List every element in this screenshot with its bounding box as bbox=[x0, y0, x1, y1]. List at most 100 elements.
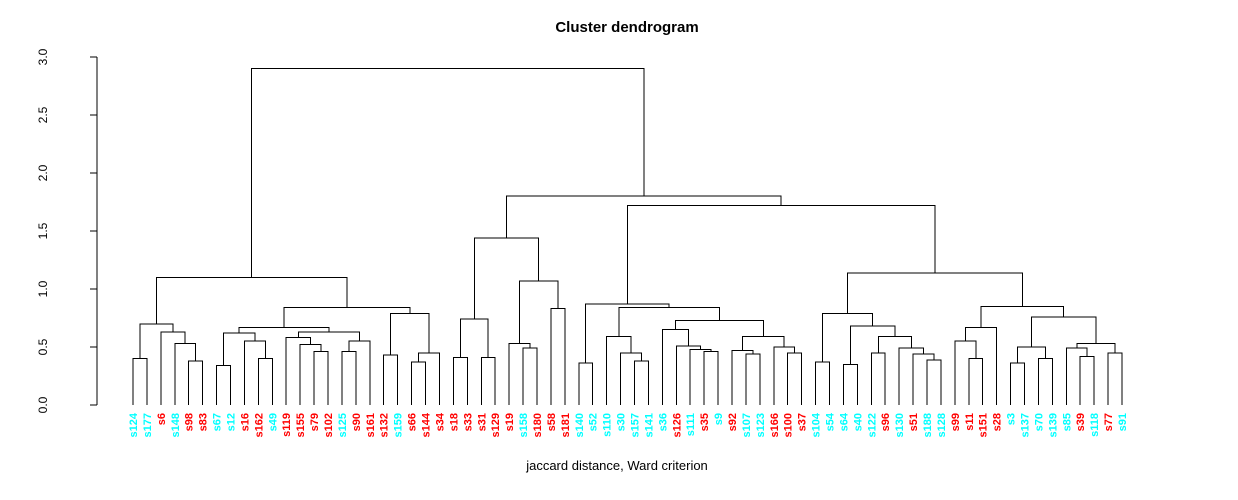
leaf-label: s19 bbox=[504, 413, 516, 431]
merge-bracket bbox=[1030, 316, 1097, 347]
leaf-label: s110 bbox=[602, 413, 614, 437]
merge-bracket bbox=[675, 345, 702, 405]
leaf-label: s99 bbox=[950, 413, 962, 431]
y-axis-tick-labels: 0.0 0.5 1.0 1.5 2.0 2.5 3.0 bbox=[36, 48, 50, 413]
merge-bracket bbox=[508, 343, 531, 405]
leaf-label: s16 bbox=[239, 413, 251, 431]
dendrogram-lines bbox=[132, 68, 1123, 405]
y-axis-tick-label: 3.0 bbox=[36, 48, 50, 65]
leaf-label: s118 bbox=[1089, 413, 1101, 437]
y-axis-tick-label: 2.0 bbox=[36, 164, 50, 181]
merge-bracket bbox=[633, 360, 649, 405]
merge-bracket bbox=[550, 308, 566, 405]
leaf-label: s100 bbox=[783, 413, 795, 437]
merge-bracket bbox=[341, 351, 357, 405]
merge-bracket bbox=[847, 272, 1023, 314]
y-axis-tick-label: 0.0 bbox=[36, 396, 50, 413]
leaf-label: s90 bbox=[351, 413, 363, 431]
leaf-label: s6 bbox=[156, 413, 168, 425]
merge-bracket bbox=[606, 336, 632, 405]
merge-bracket bbox=[968, 358, 984, 405]
y-axis-tick-label: 0.5 bbox=[36, 338, 50, 355]
leaf-label: s40 bbox=[852, 413, 864, 431]
merge-bracket bbox=[299, 344, 322, 405]
merge-bracket bbox=[418, 352, 440, 405]
y-axis-tick-label: 1.5 bbox=[36, 222, 50, 239]
leaf-label: s159 bbox=[393, 413, 405, 437]
leaf-label: s34 bbox=[434, 412, 446, 431]
leaf-label: s139 bbox=[1047, 413, 1059, 437]
merge-bracket bbox=[745, 353, 761, 405]
merge-bracket bbox=[877, 336, 912, 353]
leaf-label: s132 bbox=[379, 413, 391, 437]
y-axis bbox=[90, 56, 98, 406]
leaf-label: s148 bbox=[170, 413, 182, 437]
leaf-label: s28 bbox=[992, 413, 1004, 431]
merge-bracket bbox=[480, 356, 496, 405]
leaf-label: s79 bbox=[309, 413, 321, 431]
leaf-label: s35 bbox=[699, 413, 711, 431]
merge-bracket bbox=[251, 68, 645, 278]
leaf-label: s18 bbox=[448, 413, 460, 431]
leaf-label: s83 bbox=[198, 413, 210, 431]
merge-bracket bbox=[912, 353, 935, 405]
merge-bracket bbox=[473, 237, 540, 320]
leaf-label: s37 bbox=[797, 413, 809, 431]
leaf-label: s31 bbox=[476, 413, 488, 431]
leaf-label: s64 bbox=[838, 412, 850, 431]
leaf-label: s33 bbox=[462, 413, 474, 431]
merge-bracket bbox=[689, 348, 712, 405]
merge-bracket bbox=[223, 332, 256, 366]
merge-bracket bbox=[174, 343, 197, 405]
leaf-label: s85 bbox=[1061, 413, 1073, 431]
merge-bracket bbox=[618, 307, 720, 337]
merge-bracket bbox=[870, 352, 886, 405]
leaf-label: s96 bbox=[880, 413, 892, 431]
merge-bracket bbox=[926, 359, 942, 405]
leaf-label: s126 bbox=[671, 413, 683, 437]
leaf-label: s162 bbox=[253, 413, 265, 437]
merge-bracket bbox=[285, 337, 312, 405]
merge-bracket bbox=[519, 280, 559, 344]
leaf-label: s92 bbox=[727, 413, 739, 431]
merge-bracket bbox=[139, 323, 174, 359]
merge-bracket bbox=[257, 358, 273, 405]
leaf-label: s181 bbox=[560, 413, 572, 437]
merge-bracket bbox=[849, 325, 896, 365]
leaf-label: s141 bbox=[643, 413, 655, 437]
merge-bracket bbox=[741, 336, 785, 351]
leaf-label: s58 bbox=[546, 413, 558, 431]
leaf-label: s180 bbox=[532, 413, 544, 437]
merge-bracket bbox=[731, 349, 754, 405]
leaf-label: s107 bbox=[741, 413, 753, 437]
x-axis-caption: jaccard distance, Ward criterion bbox=[526, 458, 708, 473]
merge-bracket bbox=[578, 362, 594, 405]
leaf-label: s30 bbox=[616, 413, 628, 431]
merge-bracket bbox=[383, 354, 399, 405]
leaf-label: s161 bbox=[365, 413, 377, 437]
merge-bracket bbox=[661, 329, 689, 405]
merge-bracket bbox=[1107, 352, 1123, 405]
leaf-label: s125 bbox=[337, 413, 349, 437]
merge-bracket bbox=[216, 365, 232, 405]
leaf-label: s137 bbox=[1020, 413, 1032, 437]
leaf-label: s91 bbox=[1117, 413, 1129, 431]
leaf-label: s66 bbox=[407, 413, 419, 431]
merge-bracket bbox=[1010, 362, 1026, 405]
leaf-label: s155 bbox=[295, 413, 307, 437]
leaf-label: s3 bbox=[1006, 413, 1018, 425]
merge-bracket bbox=[1017, 346, 1046, 364]
merge-bracket bbox=[773, 346, 796, 405]
leaf-label: s70 bbox=[1033, 413, 1045, 431]
leaf-label: s104 bbox=[811, 412, 823, 437]
merge-bracket bbox=[703, 351, 719, 405]
merge-bracket bbox=[898, 347, 925, 405]
leaf-label: s177 bbox=[142, 413, 154, 437]
leaf-label: s102 bbox=[323, 413, 335, 437]
leaf-label: s166 bbox=[769, 413, 781, 437]
leaf-label: s188 bbox=[922, 413, 934, 437]
chart-title: Cluster dendrogram bbox=[555, 19, 699, 36]
leaf-label: s157 bbox=[629, 413, 641, 437]
leaf-label: s11 bbox=[964, 413, 976, 431]
